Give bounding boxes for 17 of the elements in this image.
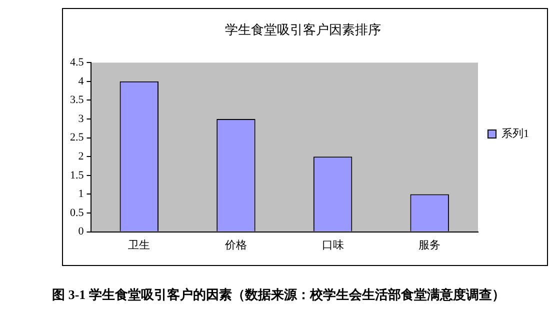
- y-tick-label: 2.5: [70, 132, 84, 144]
- x-tick-label: 卫生: [128, 238, 150, 252]
- x-tick-label: 服务: [418, 239, 441, 252]
- y-tick-label: 1.5: [70, 169, 84, 182]
- legend-label: 系列1: [502, 126, 529, 140]
- caption: 图 3-1 学生食堂吸引客户的因素（数据来源：校学生会生活部食堂满意度调查）: [51, 286, 506, 304]
- y-tick-label: 4.5: [70, 56, 84, 68]
- y-tick-label: 1: [78, 188, 84, 200]
- chart-title: 学生食堂吸引客户因素排序: [225, 22, 381, 38]
- y-tick-label: 3.5: [70, 94, 84, 106]
- y-tick-label: 3: [78, 112, 84, 125]
- y-tick-label: 2: [78, 150, 84, 162]
- x-tick-label: 口味: [322, 238, 344, 252]
- x-tick-label: 价格: [224, 239, 247, 252]
- y-tick-label: 4: [78, 75, 84, 88]
- y-tick-label: 0: [78, 226, 84, 238]
- y-tick-label: 0.5: [70, 206, 84, 219]
